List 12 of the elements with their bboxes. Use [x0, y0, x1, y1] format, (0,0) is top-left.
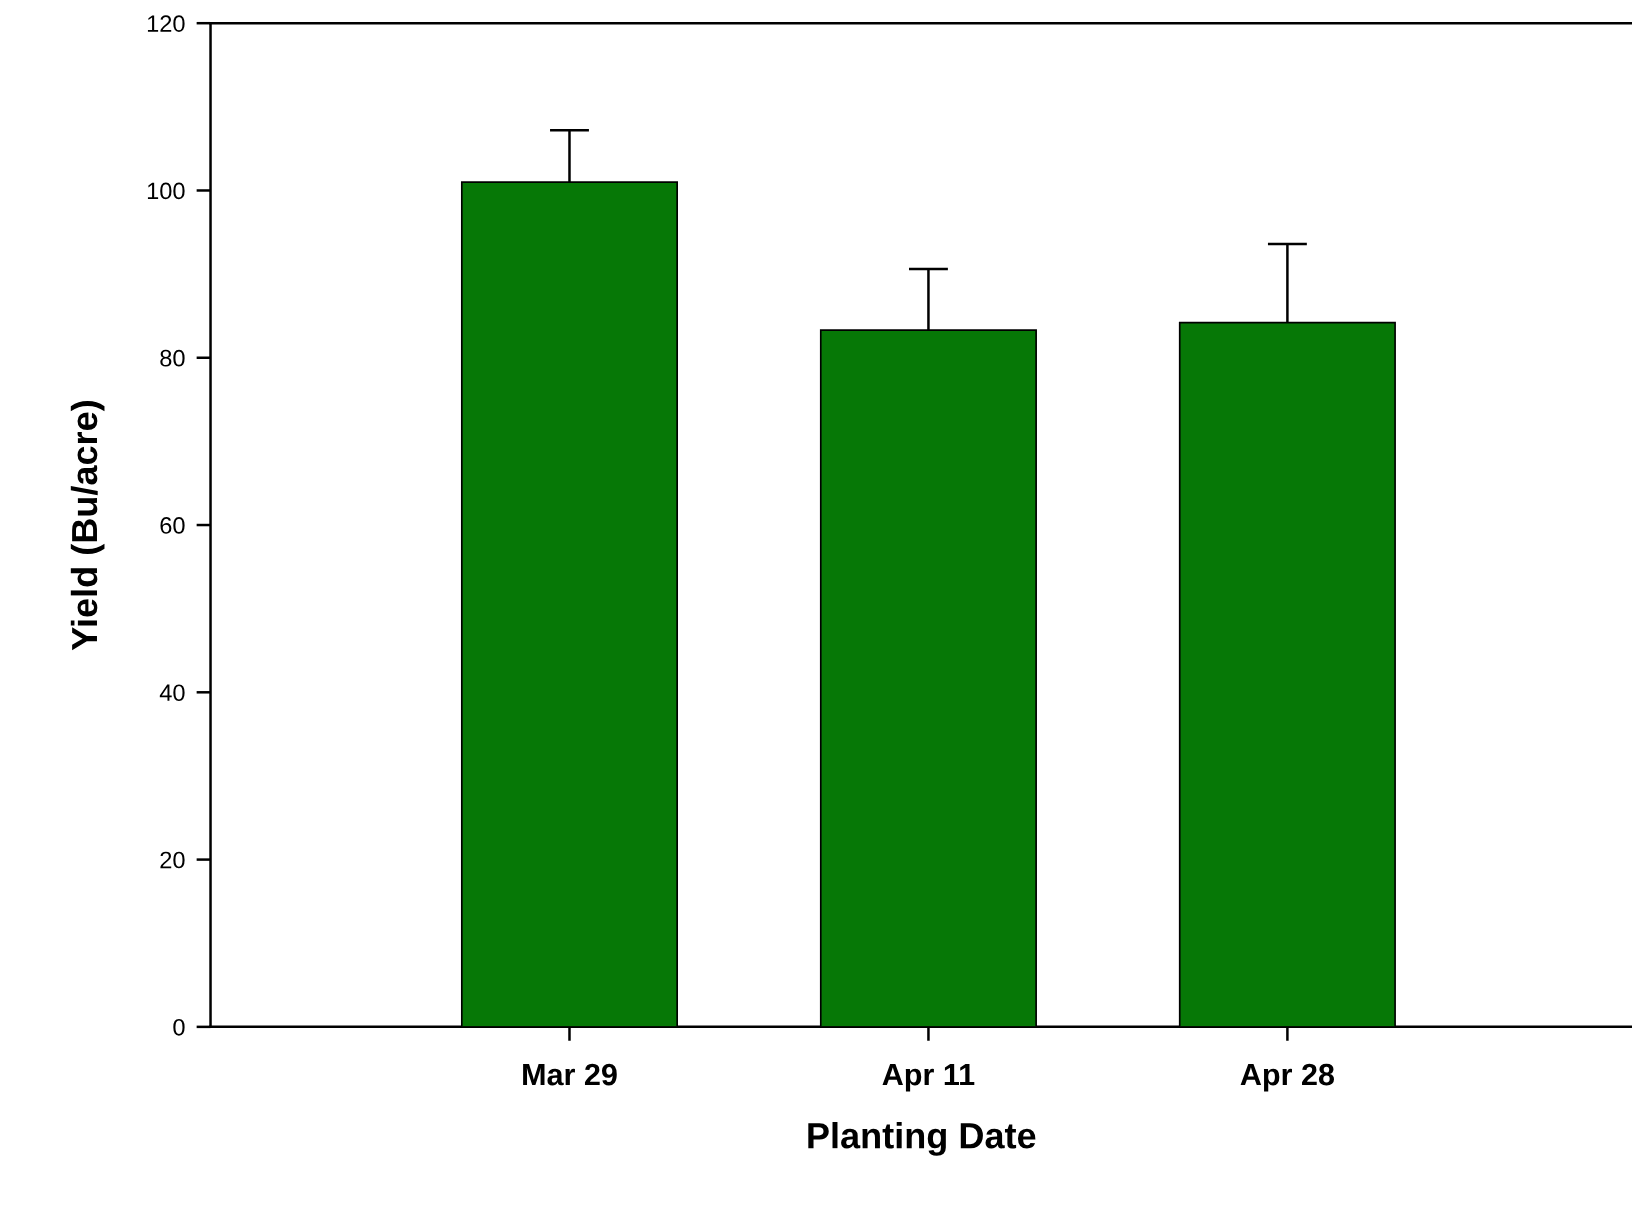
- y-tick-label: 80: [160, 349, 185, 367]
- x-axis-title: Planting Date: [808, 1122, 1036, 1156]
- y-tick-label: 60: [160, 517, 185, 534]
- x-tick-label: Apr 11: [882, 1064, 975, 1092]
- x-tick-label: Apr 28: [1240, 1063, 1335, 1092]
- y-tick-label: 100: [147, 182, 185, 200]
- y-axis-title: Yield (Bu/acre): [70, 401, 105, 651]
- y-tick-label: 40: [159, 684, 185, 702]
- y-tick-label: 0: [173, 1018, 185, 1036]
- y-tick-label: 20: [160, 851, 185, 869]
- x-tick-label: Mar 29: [523, 1063, 617, 1086]
- y-tick-label: 120: [147, 15, 185, 32]
